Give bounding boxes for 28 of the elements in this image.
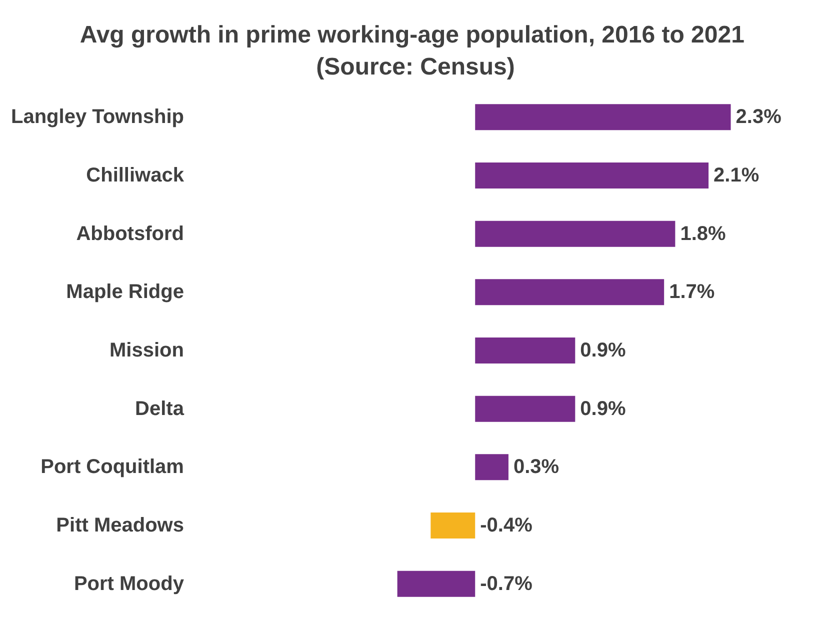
data-label: -0.7% — [480, 572, 533, 595]
bar — [475, 220, 676, 247]
bar — [475, 104, 731, 130]
y-tick-label: Abbotsford — [76, 222, 184, 245]
data-label: 1.8% — [680, 222, 726, 245]
y-tick-label: Chilliwack — [86, 164, 185, 186]
bar — [397, 570, 476, 597]
bar — [475, 279, 664, 306]
chart-title: Avg growth in prime working-age population, 2016 to 2021 (Source: Census) — [80, 22, 752, 80]
bar — [475, 338, 576, 364]
y-tick-label: Port Coquitlam — [40, 456, 184, 478]
bar — [475, 162, 709, 188]
y-tick-label: Port Moody — [74, 572, 185, 595]
data-label: -0.4% — [480, 514, 533, 536]
y-tick-label: Maple Ridge — [66, 281, 184, 304]
y-tick-label: Mission — [110, 340, 184, 362]
data-label: 1.7% — [669, 281, 715, 304]
data-label: 2.1% — [714, 164, 760, 186]
bar — [475, 454, 508, 480]
data-label: 0.9% — [580, 340, 626, 362]
data-label: 0.3% — [513, 456, 560, 478]
y-tick-label: Delta — [135, 398, 185, 420]
data-label: 2.3% — [736, 106, 782, 128]
bar — [430, 512, 476, 538]
bar — [475, 396, 576, 422]
y-tick-label: Langley Township — [11, 106, 184, 128]
y-tick-label: Pitt Meadows — [56, 514, 184, 536]
data-label: 0.9% — [580, 398, 626, 420]
